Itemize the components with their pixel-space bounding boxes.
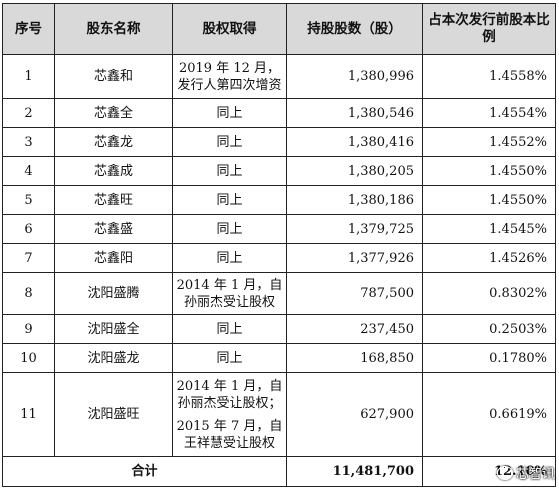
row-no: 7 <box>2 243 55 273</box>
row-source-line: 2014 年 1 月，自孙丽杰受让股权； <box>176 378 283 411</box>
row-name: 沈阳盛全 <box>54 314 173 344</box>
row-shares: 1,380,546 <box>286 98 423 128</box>
row-source: 同上 <box>172 185 287 215</box>
row-source-line: 同上 <box>216 321 243 337</box>
row-shares: 787,500 <box>286 272 423 315</box>
header-source: 股权取得 <box>172 3 287 55</box>
table-row: 11 沈阳盛旺 2014 年 1 月，自孙丽杰受让股权； 2015 年 7 月，自王祥… <box>2 372 556 457</box>
row-no: 10 <box>2 343 55 373</box>
table-row: 9 沈阳盛全 同上 237,450 0.2503% <box>2 314 556 344</box>
row-name: 芯鑫和 <box>54 54 173 99</box>
row-source: 同上 <box>172 243 287 273</box>
table-row: 1 芯鑫和 2019 年 12 月，发行人第四次增资 1,380,996 1.4558% <box>2 54 556 99</box>
row-source: 同上 <box>172 343 287 373</box>
row-shares: 627,900 <box>286 372 423 457</box>
header-row: 序号 股东名称 股权取得 持股股数（股） 占本次发行前股本比例 <box>2 3 556 55</box>
row-no: 1 <box>2 54 55 99</box>
row-no: 11 <box>2 372 55 457</box>
row-name: 芯鑫全 <box>54 98 173 128</box>
row-source-line: 同上 <box>216 250 243 266</box>
row-ratio: 0.8302% <box>422 272 556 315</box>
table-row: 4 芯鑫成 同上 1,380,205 1.4550% <box>2 156 556 186</box>
row-shares: 168,850 <box>286 343 423 373</box>
row-source: 2019 年 12 月，发行人第四次增资 <box>172 54 287 99</box>
row-shares: 237,450 <box>286 314 423 344</box>
row-source-line: 同上 <box>216 105 243 121</box>
header-shares: 持股股数（股） <box>286 3 423 55</box>
row-source: 同上 <box>172 127 287 157</box>
total-row: 合计 11,481,700 12.10% <box>2 456 556 487</box>
table-row: 10 沈阳盛龙 同上 168,850 0.1780% <box>2 343 556 373</box>
header-name: 股东名称 <box>54 3 173 55</box>
watermark: 芯智讯 <box>496 463 555 482</box>
total-label: 合计 <box>2 456 287 487</box>
row-source: 同上 <box>172 156 287 186</box>
table-body: 1 芯鑫和 2019 年 12 月，发行人第四次增资 1,380,996 1.4558%… <box>2 54 556 457</box>
row-name: 芯鑫龙 <box>54 127 173 157</box>
row-no: 6 <box>2 214 55 244</box>
row-ratio: 1.4550% <box>422 185 556 215</box>
row-shares: 1,379,725 <box>286 214 423 244</box>
row-source-line: 同上 <box>216 221 243 237</box>
row-no: 3 <box>2 127 55 157</box>
row-source-line: 同上 <box>216 163 243 179</box>
row-source-line: 同上 <box>216 192 243 208</box>
row-ratio: 0.2503% <box>422 314 556 344</box>
row-source-line: 2019 年 12 月，发行人第四次增资 <box>177 60 282 93</box>
row-source-line: 2014 年 1 月，自孙丽杰受让股权 <box>176 277 283 310</box>
table-row: 8 沈阳盛腾 2014 年 1 月，自孙丽杰受让股权 787,500 0.8302% <box>2 272 556 315</box>
row-no: 8 <box>2 272 55 315</box>
table-row: 2 芯鑫全 同上 1,380,546 1.4554% <box>2 98 556 128</box>
row-source-line: 同上 <box>216 350 243 366</box>
row-source-line: 2015 年 7 月，自王祥慧受让股权 <box>176 418 283 451</box>
table-row: 5 芯鑫旺 同上 1,380,186 1.4550% <box>2 185 556 215</box>
header-no: 序号 <box>2 3 55 55</box>
row-name: 芯鑫阳 <box>54 243 173 273</box>
header-ratio: 占本次发行前股本比例 <box>422 3 556 55</box>
row-ratio: 1.4554% <box>422 98 556 128</box>
row-source: 2014 年 1 月，自孙丽杰受让股权； 2015 年 7 月，自王祥慧受让股权 <box>172 372 287 457</box>
row-ratio: 1.4552% <box>422 127 556 157</box>
row-name: 沈阳盛龙 <box>54 343 173 373</box>
wechat-icon <box>496 466 513 480</box>
row-shares: 1,380,416 <box>286 127 423 157</box>
row-no: 9 <box>2 314 55 344</box>
row-ratio: 1.4526% <box>422 243 556 273</box>
row-name: 芯鑫成 <box>54 156 173 186</box>
row-source: 同上 <box>172 214 287 244</box>
row-name: 芯鑫旺 <box>54 185 173 215</box>
shareholding-table: 序号 股东名称 股权取得 持股股数（股） 占本次发行前股本比例 1 芯鑫和 2019… <box>2 3 556 487</box>
row-ratio: 0.1780% <box>422 343 556 373</box>
row-shares: 1,380,186 <box>286 185 423 215</box>
row-ratio: 1.4550% <box>422 156 556 186</box>
row-name: 沈阳盛腾 <box>54 272 173 315</box>
row-no: 4 <box>2 156 55 186</box>
row-shares: 1,377,926 <box>286 243 423 273</box>
row-shares: 1,380,996 <box>286 54 423 99</box>
row-source: 同上 <box>172 314 287 344</box>
row-name: 芯鑫盛 <box>54 214 173 244</box>
row-ratio: 1.4545% <box>422 214 556 244</box>
row-shares: 1,380,205 <box>286 156 423 186</box>
row-source-line: 同上 <box>216 134 243 150</box>
row-source: 同上 <box>172 98 287 128</box>
row-no: 2 <box>2 98 55 128</box>
row-name: 沈阳盛旺 <box>54 372 173 457</box>
row-ratio: 0.6619% <box>422 372 556 457</box>
table-row: 6 芯鑫盛 同上 1,379,725 1.4545% <box>2 214 556 244</box>
watermark-text: 芯智讯 <box>515 467 555 482</box>
row-ratio: 1.4558% <box>422 54 556 99</box>
row-no: 5 <box>2 185 55 215</box>
total-shares: 11,481,700 <box>286 456 423 487</box>
table-row: 7 芯鑫阳 同上 1,377,926 1.4526% <box>2 243 556 273</box>
table-row: 3 芯鑫龙 同上 1,380,416 1.4552% <box>2 127 556 157</box>
row-source: 2014 年 1 月，自孙丽杰受让股权 <box>172 272 287 315</box>
